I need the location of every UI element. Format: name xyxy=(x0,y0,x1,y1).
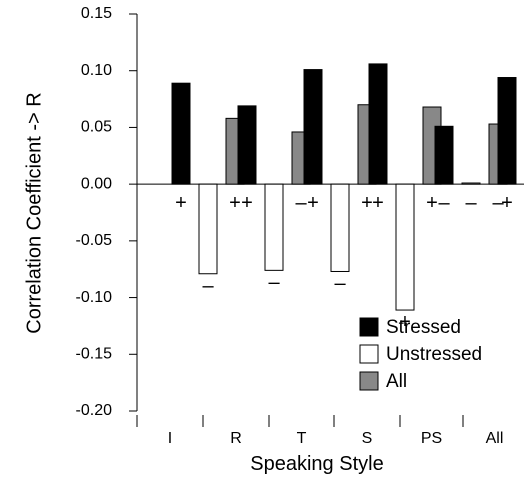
sign-annotation: + xyxy=(175,192,187,214)
bar-unstressed-r xyxy=(264,183,284,271)
bar-stressed-s xyxy=(368,63,388,185)
legend-label-all: All xyxy=(386,371,407,392)
y-tick-label: -0.05 xyxy=(76,232,113,249)
y-tick-label: -0.15 xyxy=(76,346,113,363)
bar-stressed-ps xyxy=(434,125,454,185)
bar-stressed-i xyxy=(171,82,191,185)
x-tick-label: S xyxy=(362,430,373,447)
sign-annotation: – xyxy=(438,192,450,214)
sign-annotation: + xyxy=(501,192,513,214)
bars xyxy=(171,63,517,311)
bar-stressed-all xyxy=(497,77,517,185)
x-tick-label: PS xyxy=(421,430,442,447)
bar-unstressed-s xyxy=(395,183,415,311)
sign-annotation: + xyxy=(426,192,438,214)
y-tick-label: -0.10 xyxy=(76,289,113,306)
y-axis: 0.15 0.10 0.05 0.00 -0.05 -0.10 -0.15 -0.20 xyxy=(76,5,138,419)
sign-annotation: + xyxy=(372,192,384,214)
bar-unstressed-i xyxy=(198,183,218,275)
x-axis-title: Speaking Style xyxy=(250,453,383,475)
sign-annotation: + xyxy=(361,192,373,214)
legend-swatch-all xyxy=(359,371,379,391)
legend: Stressed Unstressed All xyxy=(359,317,482,392)
legend-swatch-stressed xyxy=(359,317,379,337)
bar-stressed-t xyxy=(303,69,323,185)
sign-annotation: – xyxy=(465,192,477,214)
sign-annotations: +–++––+–++++–––+++ xyxy=(175,192,513,333)
y-tick-label: 0.10 xyxy=(81,62,112,79)
y-tick-label: -0.20 xyxy=(76,402,113,419)
y-axis-title: Correlation Coefficient -> R xyxy=(23,92,45,333)
bar-unstressed-t xyxy=(330,183,350,272)
x-tick-label: All xyxy=(486,430,504,447)
sign-annotation: – xyxy=(202,275,214,297)
legend-label-unstressed: Unstressed xyxy=(386,344,482,365)
y-tick-label: 0.00 xyxy=(81,175,112,192)
sign-annotation: – xyxy=(334,272,346,294)
legend-label-stressed: Stressed xyxy=(386,317,461,338)
legend-swatch-unstressed xyxy=(359,344,379,364)
sign-annotation: – xyxy=(492,192,504,214)
x-tick-label: T xyxy=(297,430,307,447)
sign-annotation: + xyxy=(399,311,411,333)
sign-annotation: – xyxy=(268,271,280,293)
bar-unstressed-ps xyxy=(461,182,481,185)
x-tick-label: I xyxy=(168,430,172,447)
y-tick-label: 0.15 xyxy=(81,5,112,22)
sign-annotation: + xyxy=(307,192,319,214)
x-axis: I R T S PS All xyxy=(136,183,524,447)
sign-annotation: – xyxy=(295,192,307,214)
sign-annotation: + xyxy=(229,192,241,214)
x-tick-label: R xyxy=(230,430,242,447)
sign-annotation: + xyxy=(241,192,253,214)
bar-stressed-r xyxy=(237,105,257,185)
y-tick-label: 0.05 xyxy=(81,119,112,136)
